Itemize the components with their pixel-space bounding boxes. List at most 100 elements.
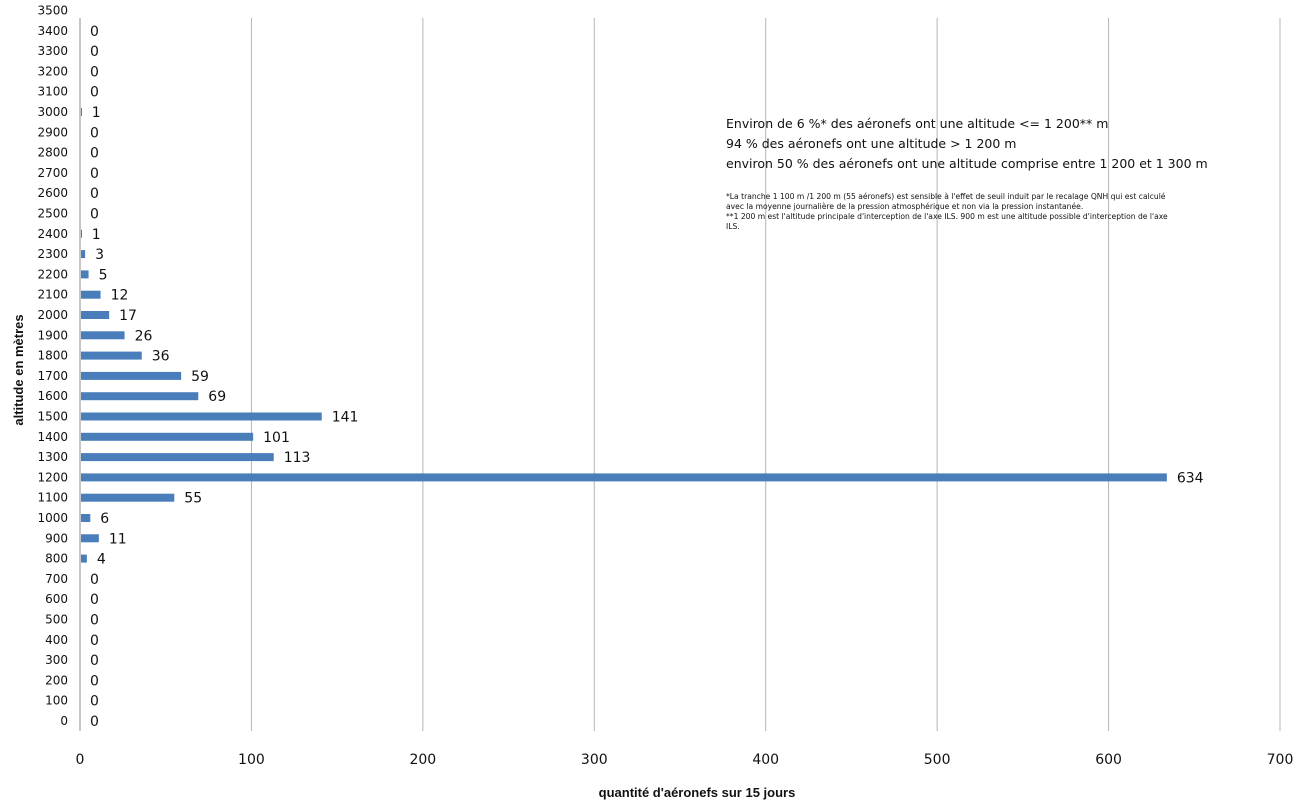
data-label: 113 [284,450,311,466]
bar-2200 [81,270,89,279]
x-tick-label: 0 [76,752,85,768]
y-tick-label: 1400 [37,430,68,444]
y-tick-label: 1100 [37,491,68,505]
y-tick-label: 700 [45,572,68,586]
y-tick-label: 600 [45,592,68,606]
data-label: 1 [92,105,101,121]
data-label: 0 [90,694,99,710]
bar-900 [81,534,99,543]
y-tick-label: 1300 [37,450,68,464]
data-label: 55 [184,491,202,507]
data-label: 0 [90,125,99,141]
y-tick-label: 1900 [37,328,68,342]
bar-1500 [81,412,322,421]
y-tick-label: 1000 [37,511,68,525]
y-axis-title: altitude en mètres [11,314,26,425]
bar-800 [81,554,87,563]
y-tick-label: 1800 [37,349,68,363]
data-label: 0 [90,166,99,182]
data-label: 12 [111,288,129,304]
x-tick-label: 200 [409,752,436,768]
y-tick-label: 2100 [37,288,68,302]
annotation-note-2: avec la moyenne journalière de la pressi… [726,202,1083,211]
data-label: 69 [208,389,226,405]
data-label: 36 [152,349,170,365]
x-tick-labels: 0 100 200 300 400 500 600 700 [76,752,1294,768]
annotation-note-1: *La tranche 1 100 m /1 200 m (55 aéronef… [726,192,1166,201]
data-label: 59 [191,369,209,385]
y-tick-label: 2300 [37,247,68,261]
data-label: 6 [100,511,109,527]
annotation-block: Environ de 6 %* des aéronefs ont une alt… [726,116,1208,231]
data-label: 0 [90,146,99,162]
y-tick-label: 200 [45,673,68,687]
y-tick-label: 3400 [37,24,68,38]
annotation-line-2: 94 % des aéronefs ont une altitude > 1 2… [726,136,1016,151]
bar-2300 [81,250,86,259]
y-tick-label: 1500 [37,410,68,424]
y-tick-label: 2600 [37,186,68,200]
bar-1900 [81,331,125,340]
y-tick-label: 2000 [37,308,68,322]
annotation-note-4: ILS. [726,222,740,231]
data-label: 0 [90,24,99,40]
data-label: 0 [90,572,99,588]
bar-1100 [81,493,175,502]
y-tick-label: 2500 [37,207,68,221]
x-tick-label: 100 [238,752,265,768]
annotation-line-1: Environ de 6 %* des aéronefs ont une alt… [726,116,1108,131]
y-tick-label: 900 [45,531,68,545]
data-label: 0 [90,714,99,730]
bar-1000 [81,514,91,522]
y-tick-label: 3100 [37,85,68,99]
bar-1400 [81,432,254,441]
bar-1700 [81,371,182,380]
data-label: 0 [90,613,99,629]
data-label: 1 [92,227,101,243]
data-label: 0 [90,653,99,669]
data-label: 11 [109,531,127,547]
y-tick-label: 300 [45,653,68,667]
x-tick-label: 500 [924,752,951,768]
data-label: 0 [90,207,99,223]
y-tick-label: 3000 [37,105,68,119]
y-tick-label: 2200 [37,267,68,281]
y-tick-label: 2900 [37,125,68,139]
x-tick-label: 600 [1095,752,1122,768]
y-tick-label: 100 [45,694,68,708]
data-label: 5 [99,267,108,283]
data-label: 101 [263,430,290,446]
bar-2400 [81,229,82,238]
y-tick-label: 3300 [37,44,68,58]
y-tick-label: 2400 [37,227,68,241]
y-tick-label: 400 [45,633,68,647]
data-label: 0 [90,44,99,60]
x-axis-title: quantité d'aéronefs sur 15 jours [599,785,796,800]
data-label: 0 [90,673,99,689]
bar-2000 [81,311,110,319]
y-tick-label: 2800 [37,146,68,160]
x-tick-label: 400 [752,752,779,768]
y-tick-label: 500 [45,613,68,627]
y-tick-label: 3500 [37,4,68,18]
bar-1600 [81,392,199,401]
data-labels: 0000000041165563411310114169593626171253… [90,24,1204,730]
data-label: 0 [90,633,99,649]
x-tick-label: 300 [581,752,608,768]
data-label: 0 [90,85,99,101]
bar-1800 [81,351,142,360]
data-label: 0 [90,186,99,202]
bar-2100 [81,290,101,299]
data-label: 26 [135,328,153,344]
y-tick-label: 1700 [37,369,68,383]
vertical-gridlines [250,18,1281,731]
data-label: 0 [90,64,99,80]
y-tick-label: 0 [60,714,68,728]
y-tick-label: 800 [45,552,68,566]
data-label: 141 [332,410,359,426]
bar-1300 [81,453,274,462]
annotation-note-3: **1 200 m est l'altitude principale d'in… [726,212,1168,221]
bar-1200 [81,473,1167,482]
y-tick-label: 2700 [37,166,68,180]
